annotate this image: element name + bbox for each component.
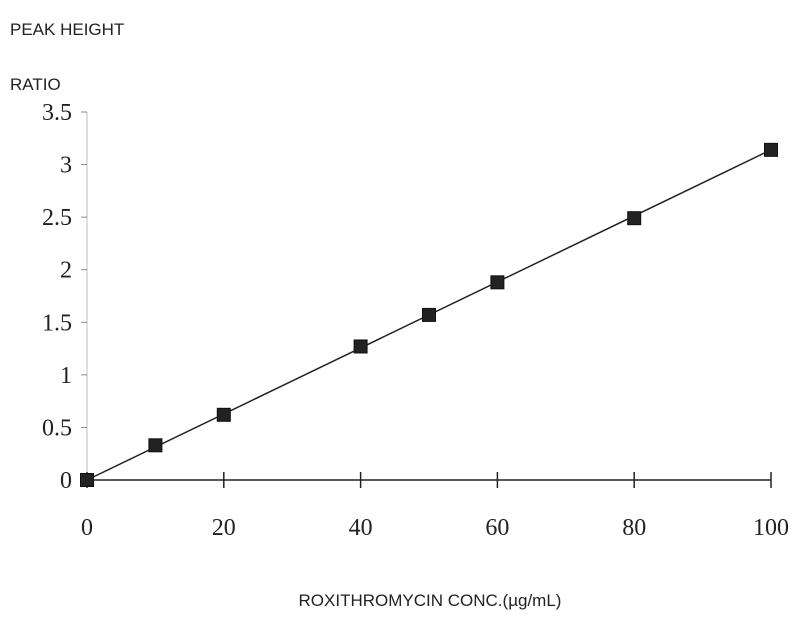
- y-tick-label: 3.5: [42, 100, 72, 126]
- y-tick-label: 1: [60, 363, 72, 389]
- y-tick-label: 0.5: [42, 415, 72, 441]
- data-point: [627, 211, 642, 226]
- y-tick-label: 1.5: [42, 310, 72, 336]
- y-tick-label: 2.5: [42, 205, 72, 231]
- data-point: [422, 307, 436, 322]
- y-tick-label: 3: [60, 153, 72, 179]
- x-axis-label: ROXITHROMYCIN CONC.(µg/mL): [299, 591, 562, 610]
- data-point: [80, 473, 94, 487]
- x-tick-label: 80: [622, 515, 646, 541]
- x-tick-label: 20: [212, 515, 236, 541]
- data-point: [490, 275, 505, 290]
- x-tick-label: 60: [485, 515, 509, 541]
- y-tick-label: 2: [60, 258, 72, 284]
- y-axis-label-line-2: RATIO: [10, 75, 61, 94]
- data-points: [80, 142, 778, 487]
- y-tick-label: 0: [60, 468, 72, 494]
- data-point: [764, 142, 778, 157]
- data-point: [216, 407, 231, 422]
- x-tick-label: 0: [81, 515, 93, 541]
- data-point: [353, 339, 368, 354]
- y-axis-label-line-1: PEAK HEIGHT: [10, 20, 124, 39]
- x-tick-label: 40: [349, 515, 373, 541]
- data-point: [148, 438, 163, 453]
- x-tick-label: 100: [753, 515, 789, 541]
- axes: 0 0.5 1 1.5 2 2.5 3 3.5 0 20 40 60 80 100: [42, 100, 789, 541]
